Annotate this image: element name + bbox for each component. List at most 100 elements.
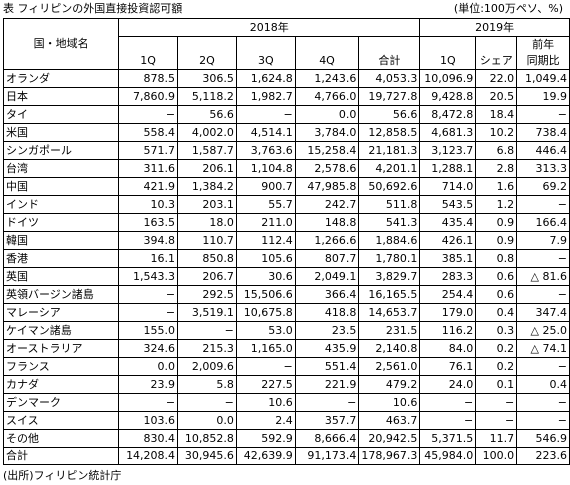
cell-2018-q4: 418.8 <box>294 303 360 322</box>
cell-2018-q4: 2,578.6 <box>294 159 360 178</box>
cell-2018-q4: 2,049.1 <box>294 267 360 286</box>
cell-2018-q4: 1,243.6 <box>294 69 360 88</box>
cell-2019-q1: 714.0 <box>419 177 477 196</box>
table-row: 台湾 311.6 206.1 1,104.8 2,578.6 4,201.1 1,288.1… <box>2 159 570 178</box>
country-header: 国・地域名 <box>2 18 120 70</box>
table-row: 韓国 394.8 110.7 112.4 1,266.6 1,884.6 426.1 0.9 7… <box>2 231 570 250</box>
cell-2018-q3: − <box>235 357 296 376</box>
country-name: オーストラリア <box>2 339 120 358</box>
cell-2019-share: 10.2 <box>475 123 518 142</box>
table-row: ドイツ 163.5 18.0 211.0 148.8 541.3 435.4 0.9 166.4 <box>2 213 570 232</box>
country-name: 合計 <box>2 447 120 465</box>
country-name: その他 <box>2 429 120 448</box>
cell-2018-q1: 16.1 <box>118 249 179 268</box>
cell-2018-q1: − <box>118 393 179 412</box>
col-2018-q2: 2Q <box>177 36 237 70</box>
cell-2018-q3: 2.4 <box>235 411 296 430</box>
cell-2019-yoy: 446.4 <box>516 141 570 160</box>
country-name: デンマーク <box>2 393 120 412</box>
cell-2018-q2: 206.7 <box>177 267 237 286</box>
cell-2018-total: 231.5 <box>358 321 421 340</box>
table-row: タイ −56.6−0.0 56.6 8,472.8 18.4− <box>2 105 570 124</box>
cell-2018-q1: 421.9 <box>118 177 179 196</box>
cell-2019-q1: 283.3 <box>419 267 477 286</box>
cell-2019-share: 0.8 <box>475 249 518 268</box>
cell-2018-q1: 163.5 <box>118 213 179 232</box>
cell-2018-q2: 4,002.0 <box>177 123 237 142</box>
cell-2018-total: 2,561.0 <box>358 357 421 376</box>
cell-2018-q3: 15,506.6 <box>235 285 296 304</box>
cell-2019-yoy: − <box>516 285 570 304</box>
cell-2019-q1: 8,472.8 <box>419 105 477 124</box>
cell-2018-q1: 7,860.9 <box>118 87 179 106</box>
cell-2018-total: 19,727.8 <box>358 87 421 106</box>
country-name: ドイツ <box>2 213 120 232</box>
cell-2018-q4: 221.9 <box>294 375 360 394</box>
cell-2019-yoy: − <box>516 411 570 430</box>
cell-2018-q4: − <box>294 393 360 412</box>
cell-2018-q1: 23.9 <box>118 375 179 394</box>
cell-2019-share: 0.2 <box>475 357 518 376</box>
table-row: フランス 0.0 2,009.6−551.4 2,561.0 76.1 0.2− <box>2 357 570 376</box>
country-name: 韓国 <box>2 231 120 250</box>
col-2018-q4: 4Q <box>294 36 360 70</box>
cell-2019-q1: 10,096.9 <box>419 69 477 88</box>
fdi-table: 国・地域名 2018年 2019年 1Q 2Q 3Q 4Q 合計 1Q シェア … <box>2 18 570 465</box>
cell-2019-share: 11.7 <box>475 429 518 448</box>
cell-2019-share: 0.6 <box>475 285 518 304</box>
cell-2018-total: 1,884.6 <box>358 231 421 250</box>
cell-2019-q1: 426.1 <box>419 231 477 250</box>
table-row: オランダ 878.5 306.5 1,624.8 1,243.6 4,053.3 10,09… <box>2 69 570 88</box>
cell-2018-total: 16,165.5 <box>358 285 421 304</box>
cell-2018-q3: − <box>235 105 296 124</box>
cell-2018-q1: 878.5 <box>118 69 179 88</box>
cell-2019-q1: 5,371.5 <box>419 429 477 448</box>
cell-2019-share: 0.4 <box>475 303 518 322</box>
column-header-row: 1Q 2Q 3Q 4Q 合計 1Q シェア 前年 同期比 <box>4 36 570 70</box>
total-row: 合計 14,208.4 30,945.6 42,639.9 91,173.4 1… <box>2 447 570 465</box>
table-body: オランダ 878.5 306.5 1,624.8 1,243.6 4,053.3 10,09… <box>2 69 570 448</box>
country-name: 中国 <box>2 177 120 196</box>
cell-2019-share: 100.0 <box>475 447 518 465</box>
country-name: フランス <box>2 357 120 376</box>
cell-2018-q3: 1,165.0 <box>235 339 296 358</box>
cell-2019-share: 18.4 <box>475 105 518 124</box>
cell-2018-q1: 1,543.3 <box>118 267 179 286</box>
cell-2018-q2: 10,852.8 <box>177 429 237 448</box>
cell-2018-q1: 0.0 <box>118 357 179 376</box>
cell-2019-q1: 9,428.8 <box>419 87 477 106</box>
cell-2019-share: − <box>475 411 518 430</box>
col-2019-q1: 1Q <box>419 36 477 70</box>
table-title: 表 フィリピンの外国直接投資認可額 <box>3 2 183 15</box>
yoy-label-line1: 前年 <box>532 38 555 51</box>
cell-2018-q1: 394.8 <box>118 231 179 250</box>
cell-2018-q1: 558.4 <box>118 123 179 142</box>
cell-2019-q1: 45,984.0 <box>419 447 477 465</box>
cell-2019-share: 0.2 <box>475 339 518 358</box>
cell-2018-q4: 8,666.4 <box>294 429 360 448</box>
cell-2018-q4: 435.9 <box>294 339 360 358</box>
cell-2019-q1: − <box>419 393 477 412</box>
col-2018-total: 合計 <box>358 36 421 70</box>
cell-2018-q3: 1,982.7 <box>235 87 296 106</box>
cell-2018-q4: 4,766.0 <box>294 87 360 106</box>
country-name: スイス <box>2 411 120 430</box>
table-row: カナダ 23.9 5.8 227.5 221.9 479.2 24.0 0.1 0.4 <box>2 375 570 394</box>
cell-2018-q3: 55.7 <box>235 195 296 214</box>
cell-2018-q1: 155.0 <box>118 321 179 340</box>
cell-2019-share: 0.1 <box>475 375 518 394</box>
cell-2018-q2: 215.3 <box>177 339 237 358</box>
year-2018-header: 2018年 <box>118 18 421 37</box>
cell-2018-q3: 227.5 <box>235 375 296 394</box>
source-note: (出所)フィリピン統計庁 <box>3 469 122 482</box>
table-row: ケイマン諸島 155.0−53.0 23.5 231.5 116.2 0.3 △ 25.0 <box>2 321 570 340</box>
cell-2018-q4: 3,784.0 <box>294 123 360 142</box>
cell-2018-q3: 10,675.8 <box>235 303 296 322</box>
cell-2018-q1: 10.3 <box>118 195 179 214</box>
cell-2018-total: 541.3 <box>358 213 421 232</box>
table-row: 米国 558.4 4,002.0 4,514.1 3,784.0 12,858.5 4,68… <box>2 123 570 142</box>
cell-2019-q1: 435.4 <box>419 213 477 232</box>
cell-2018-q1: 14,208.4 <box>118 447 179 465</box>
cell-2018-q2: 203.1 <box>177 195 237 214</box>
cell-2018-total: 2,140.8 <box>358 339 421 358</box>
